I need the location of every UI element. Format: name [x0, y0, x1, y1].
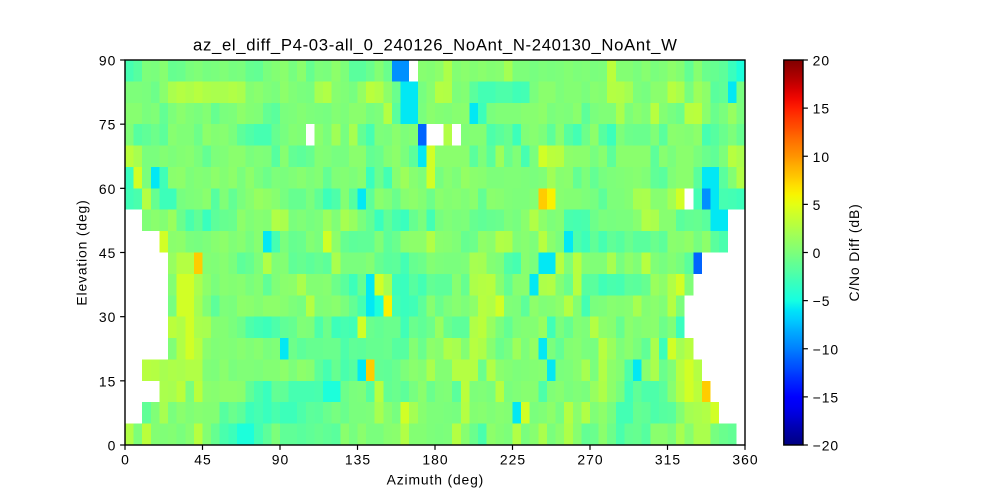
- svg-text:30: 30: [99, 309, 116, 325]
- svg-text:Azimuth (deg): Azimuth (deg): [387, 471, 485, 487]
- svg-text:az_el_diff_P4-03-all_0_240126_: az_el_diff_P4-03-all_0_240126_NoAnt_N-24…: [193, 36, 678, 55]
- svg-text:15: 15: [99, 373, 116, 389]
- svg-text:20: 20: [813, 53, 830, 69]
- svg-text:60: 60: [99, 181, 116, 197]
- svg-text:C/No Diff (dB): C/No Diff (dB): [846, 203, 862, 301]
- svg-text:0: 0: [108, 438, 117, 454]
- svg-text:90: 90: [99, 53, 116, 69]
- svg-text:75: 75: [99, 117, 116, 133]
- svg-text:45: 45: [194, 451, 211, 467]
- svg-text:360: 360: [732, 451, 758, 467]
- svg-text:180: 180: [422, 451, 448, 467]
- svg-text:−20: −20: [813, 438, 840, 454]
- svg-text:225: 225: [500, 451, 526, 467]
- svg-text:0: 0: [121, 451, 130, 467]
- svg-text:0: 0: [813, 245, 822, 261]
- svg-text:Elevation (deg): Elevation (deg): [74, 199, 90, 305]
- svg-text:5: 5: [813, 197, 822, 213]
- svg-text:−15: −15: [813, 389, 840, 405]
- svg-text:270: 270: [577, 451, 603, 467]
- svg-text:45: 45: [99, 245, 116, 261]
- svg-text:90: 90: [272, 451, 289, 467]
- svg-text:−5: −5: [813, 293, 831, 309]
- svg-text:135: 135: [345, 451, 371, 467]
- svg-text:15: 15: [813, 101, 830, 117]
- svg-text:10: 10: [813, 149, 830, 165]
- svg-text:−10: −10: [813, 341, 840, 357]
- svg-text:315: 315: [655, 451, 681, 467]
